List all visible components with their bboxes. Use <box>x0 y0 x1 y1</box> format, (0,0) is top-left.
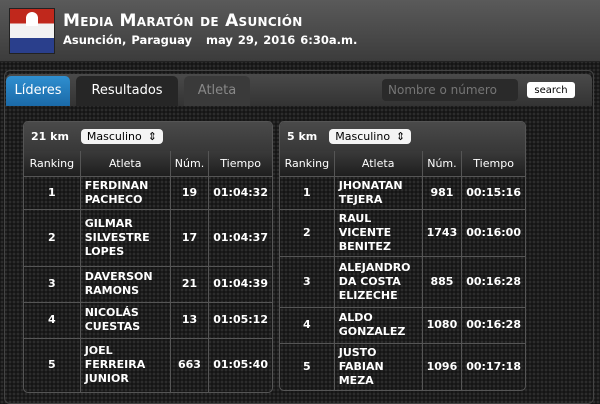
column-header: Núm. <box>170 151 210 176</box>
time: 01:04:32 <box>208 175 272 209</box>
table-row[interactable]: 2 GILMAR SILVESTRE LOPES 17 01:04:37 <box>24 208 272 266</box>
column-header: Ranking <box>280 151 335 176</box>
location: Asunción, Paraguay <box>63 33 192 47</box>
table-row[interactable]: 4 ALDO GONZALEZ 1080 00:16:28 <box>280 306 525 343</box>
table-row[interactable]: 5 JUSTO FABIAN MEZA 1096 00:17:18 <box>280 342 525 390</box>
leaders-table-21km: 21 km Masculino ⇕ Ranking Atleta Núm. Tiempo 1… <box>23 121 273 393</box>
athlete-name[interactable]: GILMAR SILVESTRE LOPES <box>80 208 171 266</box>
distance-label: 21 km <box>31 130 69 143</box>
logo <box>9 8 55 54</box>
athlete-name[interactable]: JHONATAN TEJERA <box>334 175 423 209</box>
distance-label: 5 km <box>287 130 318 143</box>
column-header: Tiempo <box>461 151 525 176</box>
bib-number: 1096 <box>422 342 463 390</box>
bib-number: 13 <box>170 301 210 338</box>
rank: 3 <box>24 265 81 302</box>
rank: 4 <box>24 301 81 338</box>
header: Media Maratón de Asunción Asunción, Para… <box>0 0 600 62</box>
athlete-name[interactable]: DAVERSON RAMONS <box>80 265 171 302</box>
column-header: Atleta <box>334 151 423 176</box>
athlete-name[interactable]: NICOLÁS CUESTAS <box>80 301 171 338</box>
column-header: Tiempo <box>208 151 272 176</box>
rank: 5 <box>280 342 335 390</box>
bib-number: 981 <box>422 175 463 209</box>
tab-lideres[interactable]: Líderes <box>6 76 70 106</box>
rank: 4 <box>280 306 335 343</box>
athlete-name[interactable]: RAUL VICENTE BENITEZ <box>334 208 423 256</box>
time: 00:16:00 <box>461 208 525 256</box>
time: 01:05:40 <box>208 337 272 392</box>
select-arrows-icon: ⇕ <box>396 130 406 143</box>
bib-number: 1743 <box>422 208 463 256</box>
bib-number: 663 <box>170 337 210 392</box>
table-row[interactable]: 1 JHONATAN TEJERA 981 00:15:16 <box>280 175 525 209</box>
category-value: Masculino <box>335 130 391 143</box>
tab-resultados[interactable]: Resultados <box>76 76 178 106</box>
category-select[interactable]: Masculino ⇕ <box>80 129 163 144</box>
column-header: Atleta <box>80 151 171 176</box>
building-icon <box>26 12 38 26</box>
athlete-name[interactable]: FERDINAN PACHECO <box>80 175 171 209</box>
table-row[interactable]: 1 FERDINAN PACHECO 19 01:04:32 <box>24 175 272 209</box>
rank: 3 <box>280 255 335 307</box>
leaders-table-5km: 5 km Masculino ⇕ Ranking Atleta Núm. Tiempo 1 … <box>279 121 526 391</box>
event-date: may 29, 2016 6:30a.m. <box>205 33 358 47</box>
search-button[interactable]: search <box>527 82 575 98</box>
rank: 2 <box>24 208 81 266</box>
select-arrows-icon: ⇕ <box>147 130 157 143</box>
column-header: Ranking <box>24 151 81 176</box>
category-value: Masculino <box>86 130 142 143</box>
rank: 5 <box>24 337 81 392</box>
time: 01:04:39 <box>208 265 272 302</box>
bib-number: 1080 <box>422 306 463 343</box>
bib-number: 19 <box>170 175 210 209</box>
table-row[interactable]: 2 RAUL VICENTE BENITEZ 1743 00:16:00 <box>280 208 525 256</box>
time: 00:17:18 <box>461 342 525 390</box>
page-title: Media Maratón de Asunción <box>63 11 303 31</box>
bib-number: 21 <box>170 265 210 302</box>
table-row[interactable]: 4 NICOLÁS CUESTAS 13 01:05:12 <box>24 301 272 338</box>
table-row[interactable]: 3 DAVERSON RAMONS 21 01:04:39 <box>24 265 272 302</box>
table-row[interactable]: 5 JOEL FERREIRA JUNIOR 663 01:05:40 <box>24 337 272 392</box>
table-caption: 5 km Masculino ⇕ <box>280 122 525 151</box>
rank: 2 <box>280 208 335 256</box>
time: 01:05:12 <box>208 301 272 338</box>
table-row[interactable]: 3 ALEJANDRO DA COSTA ELIZECHE 885 00:16:… <box>280 255 525 307</box>
tab-atleta[interactable]: Atleta <box>184 76 250 106</box>
athlete-name[interactable]: ALDO GONZALEZ <box>334 306 423 343</box>
bib-number: 885 <box>422 255 463 307</box>
time: 01:04:37 <box>208 208 272 266</box>
event-info: Asunción, Paraguay may 29, 2016 6:30a.m. <box>63 33 357 47</box>
athlete-name[interactable]: JOEL FERREIRA JUNIOR <box>80 337 171 392</box>
bib-number: 17 <box>170 208 210 266</box>
table-caption: 21 km Masculino ⇕ <box>24 122 272 151</box>
rank: 1 <box>280 175 335 209</box>
tab-bar: Líderes Resultados Atleta search <box>6 74 592 106</box>
athlete-name[interactable]: ALEJANDRO DA COSTA ELIZECHE <box>334 255 423 307</box>
category-select[interactable]: Masculino ⇕ <box>329 129 412 144</box>
time: 00:16:28 <box>461 255 525 307</box>
time: 00:16:28 <box>461 306 525 343</box>
column-header: Núm. <box>422 151 463 176</box>
athlete-name[interactable]: JUSTO FABIAN MEZA <box>334 342 423 390</box>
time: 00:15:16 <box>461 175 525 209</box>
rank: 1 <box>24 175 81 209</box>
search-input[interactable] <box>382 79 518 101</box>
